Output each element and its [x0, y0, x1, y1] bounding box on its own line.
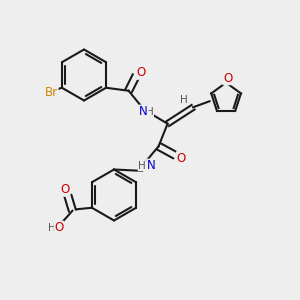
Text: O: O	[136, 66, 145, 79]
Text: Br: Br	[45, 86, 58, 99]
Text: O: O	[54, 221, 64, 234]
Text: N: N	[147, 159, 155, 172]
Text: N: N	[139, 105, 148, 118]
Text: O: O	[223, 72, 232, 85]
Text: H: H	[47, 223, 55, 233]
Text: O: O	[176, 152, 186, 165]
Text: O: O	[60, 183, 70, 196]
Text: H: H	[146, 107, 154, 117]
Text: H: H	[138, 161, 146, 171]
Text: H: H	[180, 95, 188, 105]
